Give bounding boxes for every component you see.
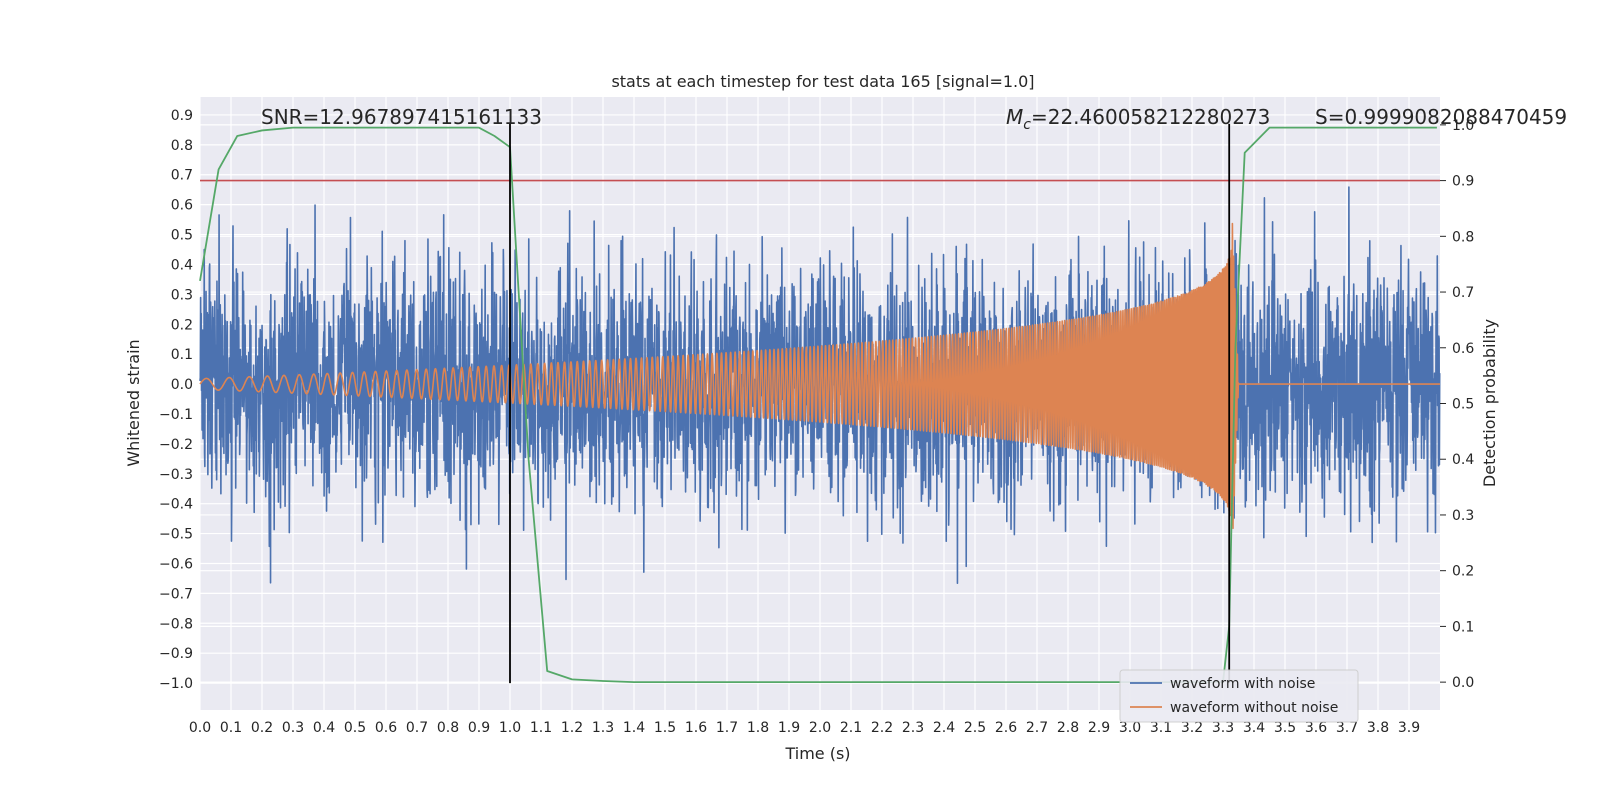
- x-tick-label: 0.6: [375, 720, 397, 736]
- y-tick-label: −0.4: [159, 497, 193, 513]
- y-tick-label: 0.3: [171, 287, 193, 303]
- y-tick-label: −0.2: [159, 437, 193, 453]
- y2-tick-label: 0.2: [1452, 564, 1474, 580]
- x-tick-label: 3.4: [1243, 720, 1265, 736]
- y-tick-label: 0.6: [171, 198, 193, 214]
- y2-tick-label: 0.5: [1452, 397, 1474, 413]
- x-tick-label: 2.8: [1057, 720, 1079, 736]
- y2-tick-label: 0.9: [1452, 174, 1474, 190]
- y-tick-label: −0.8: [159, 616, 193, 632]
- x-tick-label: 1.5: [654, 720, 676, 736]
- x-tick-label: 3.5: [1274, 720, 1296, 736]
- x-tick-label: 1.6: [685, 720, 707, 736]
- y-tick-label: −0.9: [159, 646, 193, 662]
- chirp-mass-subscript: c: [1023, 117, 1031, 133]
- x-tick-label: 3.0: [1119, 720, 1141, 736]
- y-axis-ticks: 0.9 0.8 0.7 0.6 0.5 0.4 0.3 0.2 0.1 0.0 −0.1 −0.2 −0…: [159, 108, 193, 692]
- score-annotation: S=0.9999082088470459: [1315, 105, 1567, 129]
- x-tick-label: 1.0: [499, 720, 521, 736]
- x-tick-label: 3.2: [1181, 720, 1203, 736]
- y2-tick-label: 0.0: [1452, 675, 1474, 691]
- x-tick-label: 1.3: [592, 720, 614, 736]
- chirp-mass-annotation: Mc=22.460058212280273: [1006, 105, 1270, 133]
- y-tick-label: −1.0: [159, 676, 193, 692]
- x-tick-label: 2.1: [840, 720, 862, 736]
- x-tick-label: 2.4: [933, 720, 955, 736]
- y2-axis-label: Detection probability: [1480, 319, 1499, 487]
- y-axis-label: Whitened strain: [124, 339, 143, 466]
- y-tick-label: 0.4: [171, 257, 193, 273]
- y-tick-label: 0.2: [171, 317, 193, 333]
- y2-axis-ticks: 1.0 0.9 0.8 0.7 0.6 0.5 0.4 0.3 0.2 0.1 0.0: [1440, 118, 1474, 691]
- y-tick-label: 0.0: [171, 377, 193, 393]
- y-tick-label: −0.7: [159, 586, 193, 602]
- x-tick-label: 0.2: [251, 720, 273, 736]
- x-axis-label: Time (s): [784, 744, 850, 763]
- y-tick-label: 0.7: [171, 168, 193, 184]
- x-tick-label: 2.6: [995, 720, 1017, 736]
- legend-label-clean: waveform without noise: [1170, 700, 1338, 716]
- x-tick-label: 3.9: [1398, 720, 1420, 736]
- x-tick-label: 2.0: [809, 720, 831, 736]
- x-tick-label: 3.1: [1150, 720, 1172, 736]
- y2-tick-label: 0.1: [1452, 619, 1474, 635]
- x-tick-label: 0.5: [344, 720, 366, 736]
- x-tick-label: 1.2: [561, 720, 583, 736]
- y-tick-label: −0.6: [159, 556, 193, 572]
- y-tick-label: 0.8: [171, 138, 193, 154]
- y2-tick-label: 0.3: [1452, 508, 1474, 524]
- chirp-mass-value: =22.460058212280273: [1031, 105, 1270, 129]
- x-tick-label: 2.3: [902, 720, 924, 736]
- x-tick-label: 2.9: [1088, 720, 1110, 736]
- y2-tick-label: 0.4: [1452, 452, 1474, 468]
- y-tick-label: 0.1: [171, 347, 193, 363]
- x-tick-label: 1.1: [530, 720, 552, 736]
- x-tick-label: 0.3: [282, 720, 304, 736]
- chart-title: stats at each timestep for test data 165…: [611, 72, 1034, 91]
- x-tick-label: 3.3: [1212, 720, 1234, 736]
- legend: waveform with noise waveform without noi…: [1119, 669, 1359, 723]
- x-tick-label: 1.8: [747, 720, 769, 736]
- chirp-mass-symbol: M: [1006, 105, 1023, 129]
- x-axis-ticks: 0.0 0.1 0.2 0.3 0.4 0.5 0.6 0.7 0.8 0.9 1.0 1.1 1.2 1…: [189, 720, 1420, 736]
- x-tick-label: 0.0: [189, 720, 211, 736]
- x-tick-label: 2.5: [964, 720, 986, 736]
- y2-tick-label: 1.0: [1452, 118, 1474, 134]
- x-tick-label: 2.2: [871, 720, 893, 736]
- y-tick-label: −0.5: [159, 527, 193, 543]
- snr-annotation: SNR=12.967897415161133: [261, 105, 542, 129]
- x-tick-label: 1.9: [778, 720, 800, 736]
- y-tick-label: −0.3: [159, 467, 193, 483]
- x-tick-label: 0.8: [437, 720, 459, 736]
- x-tick-label: 3.8: [1367, 720, 1389, 736]
- legend-label-noise: waveform with noise: [1170, 676, 1315, 692]
- series-detection-probability: [199, 126, 1437, 684]
- x-tick-label: 2.7: [1026, 720, 1048, 736]
- x-tick-label: 0.4: [313, 720, 335, 736]
- y-tick-label: 0.9: [171, 108, 193, 124]
- y-tick-label: 0.5: [171, 228, 193, 244]
- y2-tick-label: 0.7: [1452, 285, 1474, 301]
- x-tick-label: 0.7: [406, 720, 428, 736]
- x-tick-label: 0.1: [220, 720, 242, 736]
- legend-box: [1119, 669, 1359, 723]
- x-tick-label: 1.7: [716, 720, 738, 736]
- y2-tick-label: 0.8: [1452, 229, 1474, 245]
- x-tick-label: 1.4: [623, 720, 645, 736]
- x-tick-label: 3.6: [1305, 720, 1327, 736]
- y2-tick-label: 0.6: [1452, 341, 1474, 357]
- series-layer: [199, 123, 1441, 684]
- x-tick-label: 3.7: [1336, 720, 1358, 736]
- x-tick-label: 0.9: [468, 720, 490, 736]
- y-tick-label: −0.1: [159, 407, 193, 423]
